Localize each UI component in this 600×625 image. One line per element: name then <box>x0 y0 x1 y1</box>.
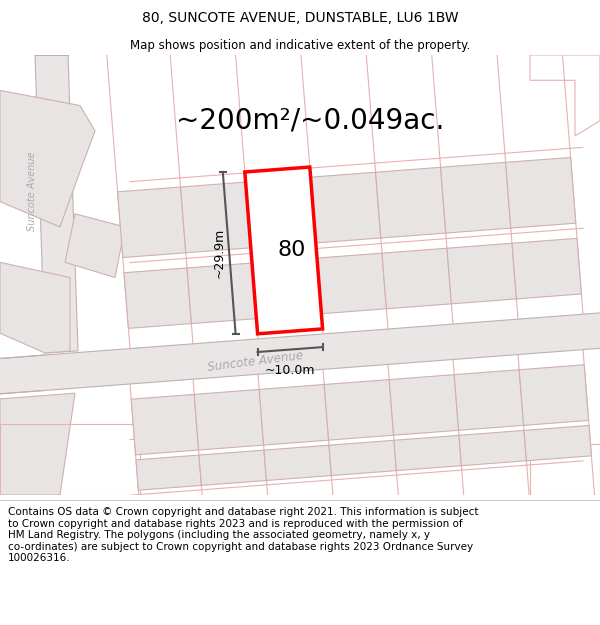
Polygon shape <box>454 370 524 430</box>
Polygon shape <box>311 173 381 243</box>
Polygon shape <box>0 91 95 227</box>
Polygon shape <box>245 177 316 248</box>
Polygon shape <box>259 384 329 445</box>
Polygon shape <box>0 262 70 353</box>
Polygon shape <box>131 394 199 455</box>
Polygon shape <box>317 253 386 314</box>
Text: ~10.0m: ~10.0m <box>265 364 316 377</box>
Text: 80: 80 <box>278 241 306 261</box>
Polygon shape <box>124 268 191 328</box>
Polygon shape <box>519 365 589 426</box>
Polygon shape <box>376 168 446 238</box>
Polygon shape <box>181 182 251 253</box>
Text: Contains OS data © Crown copyright and database right 2021. This information is : Contains OS data © Crown copyright and d… <box>8 507 479 563</box>
Polygon shape <box>394 436 461 471</box>
Polygon shape <box>506 158 576 228</box>
Polygon shape <box>252 258 322 319</box>
Polygon shape <box>65 214 125 278</box>
Polygon shape <box>245 167 323 334</box>
Polygon shape <box>0 313 600 394</box>
Polygon shape <box>329 440 397 476</box>
Text: Suncote Avenue: Suncote Avenue <box>206 349 304 374</box>
Polygon shape <box>118 187 186 258</box>
Polygon shape <box>0 393 75 495</box>
Text: ~200m²/~0.049ac.: ~200m²/~0.049ac. <box>176 107 444 135</box>
Text: Map shows position and indicative extent of the property.: Map shows position and indicative extent… <box>130 39 470 51</box>
Polygon shape <box>512 238 581 299</box>
Polygon shape <box>524 426 592 461</box>
Polygon shape <box>447 243 517 304</box>
Polygon shape <box>194 389 263 450</box>
Text: Suncote Avenue: Suncote Avenue <box>27 152 37 231</box>
Polygon shape <box>199 450 266 486</box>
Polygon shape <box>136 455 202 490</box>
Text: 80, SUNCOTE AVENUE, DUNSTABLE, LU6 1BW: 80, SUNCOTE AVENUE, DUNSTABLE, LU6 1BW <box>142 11 458 25</box>
Polygon shape <box>324 379 394 440</box>
Polygon shape <box>389 374 458 435</box>
Polygon shape <box>35 55 78 353</box>
Polygon shape <box>440 162 511 233</box>
Polygon shape <box>382 248 451 309</box>
Polygon shape <box>459 431 526 466</box>
Polygon shape <box>187 263 256 324</box>
Polygon shape <box>264 445 331 481</box>
Text: ~29.9m: ~29.9m <box>213 228 226 278</box>
